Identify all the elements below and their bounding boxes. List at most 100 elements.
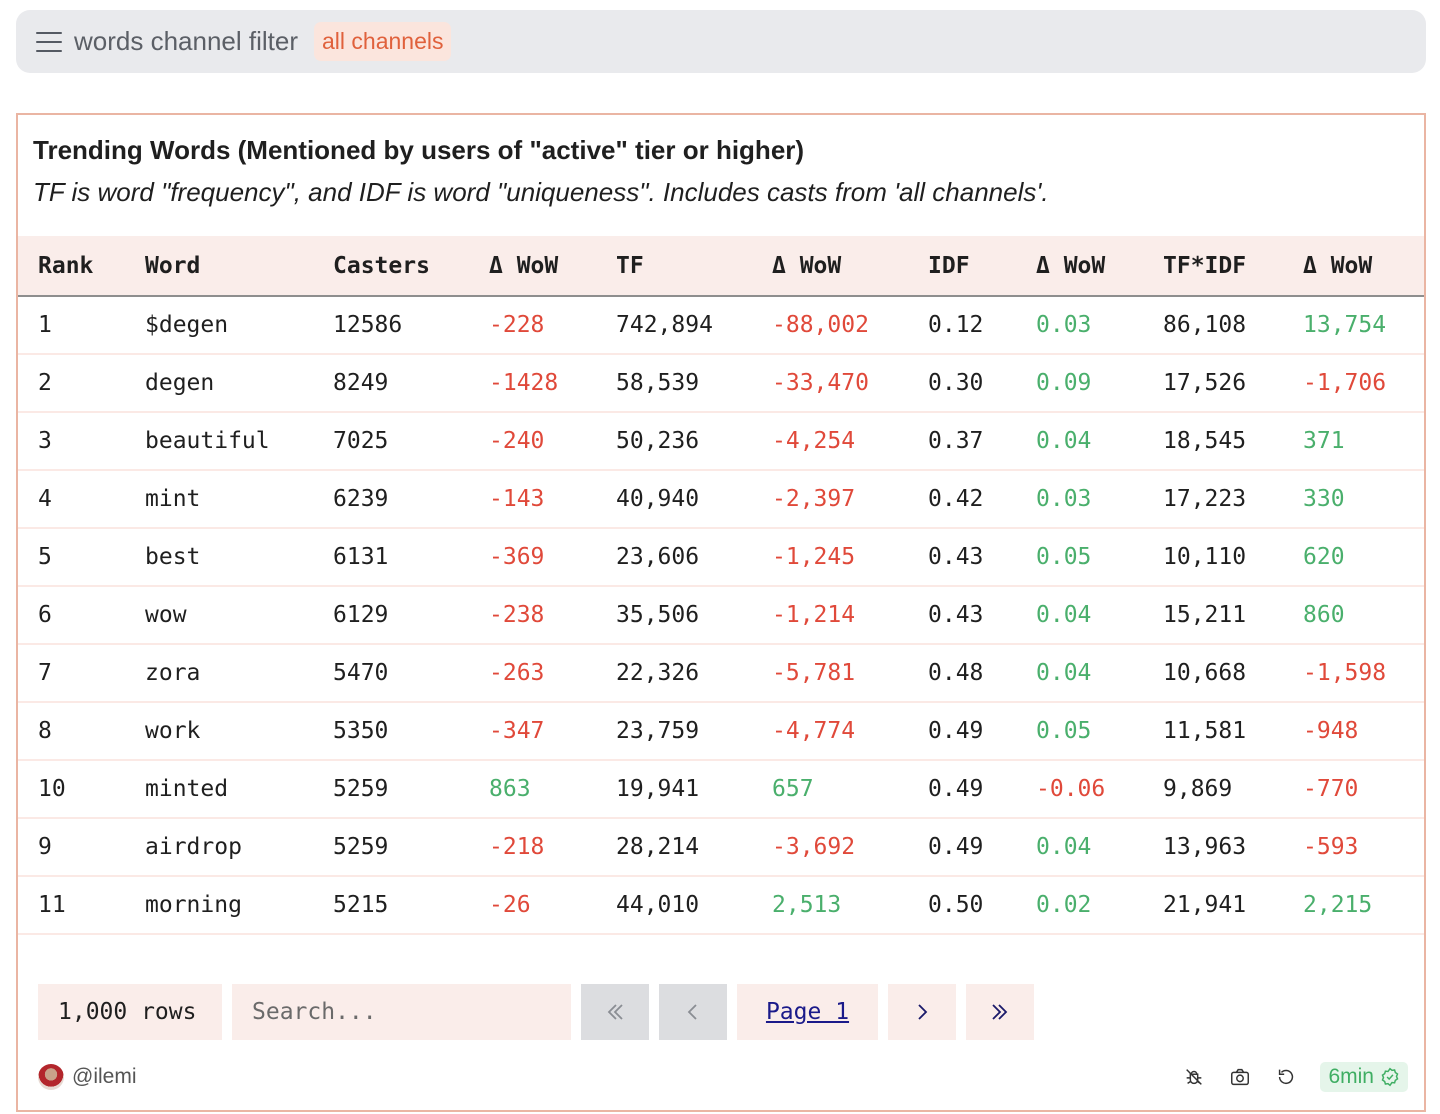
table-cell: 2,215 bbox=[1283, 876, 1424, 935]
table-cell: -2,397 bbox=[752, 470, 908, 529]
table-cell: 3 bbox=[18, 412, 125, 471]
table-row: 4 mint 6239 -143 40,940 -2,397 0.42 0.03 17,223 3… bbox=[18, 470, 1424, 529]
table-cell: 6 bbox=[18, 586, 125, 645]
table-row: 7 zora 5470 -263 22,326 -5,781 0.48 0.04 10,668-… bbox=[18, 644, 1424, 703]
column-header[interactable]: Δ WoW bbox=[469, 236, 596, 297]
table-cell: 863 bbox=[469, 760, 596, 819]
table-cell: 0.04 bbox=[1016, 412, 1143, 471]
table-cell: 5259 bbox=[313, 760, 469, 819]
author-handle[interactable]: @ilemi bbox=[72, 1065, 137, 1088]
hamburger-menu-icon[interactable] bbox=[36, 31, 62, 52]
table-cell: -1,598 bbox=[1283, 644, 1424, 703]
table-cell: 7 bbox=[18, 644, 125, 703]
table-cell: -369 bbox=[469, 528, 596, 587]
bug-report-icon[interactable] bbox=[1182, 1065, 1206, 1089]
table-cell: 0.49 bbox=[908, 760, 1016, 819]
column-header[interactable]: TF*IDF bbox=[1143, 236, 1283, 297]
table-cell: 0.04 bbox=[1016, 586, 1143, 645]
table-row: 6 wow 6129 -238 35,506 -1,214 0.43 0.04 15,211 86… bbox=[18, 586, 1424, 645]
table-cell: 657 bbox=[752, 760, 908, 819]
table-row: 5 best 6131 -369 23,606 -1,245 0.43 0.05 10,110 6… bbox=[18, 528, 1424, 587]
table-cell: -240 bbox=[469, 412, 596, 471]
verified-check-icon bbox=[1381, 1067, 1399, 1087]
table-cell: 371 bbox=[1283, 412, 1424, 471]
table-cell: 0.03 bbox=[1016, 296, 1143, 355]
column-header[interactable]: TF bbox=[596, 236, 752, 297]
table-cell: 0.05 bbox=[1016, 702, 1143, 761]
card-subtitle: TF is word "frequency", and IDF is word … bbox=[33, 177, 1049, 207]
table-cell: 19,941 bbox=[596, 760, 752, 819]
current-page-link[interactable]: Page 1 bbox=[737, 984, 878, 1040]
table-cell: 17,526 bbox=[1143, 354, 1283, 413]
table-cell: -1,214 bbox=[752, 586, 908, 645]
table-cell: 0.04 bbox=[1016, 644, 1143, 703]
table-cell: 1 bbox=[18, 296, 125, 355]
table-cell: 2 bbox=[18, 354, 125, 413]
refresh-icon[interactable] bbox=[1274, 1065, 1298, 1089]
table-cell: 5215 bbox=[313, 876, 469, 935]
filter-value-chip[interactable]: all channels bbox=[314, 22, 452, 61]
table-cell: airdrop bbox=[125, 818, 313, 877]
table-cell: -5,781 bbox=[752, 644, 908, 703]
table-cell: best bbox=[125, 528, 313, 587]
double-chevron-right-icon bbox=[992, 1004, 1008, 1020]
table-cell: 620 bbox=[1283, 528, 1424, 587]
table-cell: 0.30 bbox=[908, 354, 1016, 413]
column-header[interactable]: Δ WoW bbox=[1283, 236, 1424, 297]
column-header[interactable]: Word bbox=[125, 236, 313, 297]
table-cell: 10,110 bbox=[1143, 528, 1283, 587]
table-cell: 5259 bbox=[313, 818, 469, 877]
previous-page-button[interactable] bbox=[659, 984, 727, 1040]
table-cell: -948 bbox=[1283, 702, 1424, 761]
table-cell: -3,692 bbox=[752, 818, 908, 877]
table-cell: -1,245 bbox=[752, 528, 908, 587]
card-title: Trending Words (Mentioned by users of "a… bbox=[33, 135, 805, 165]
column-header[interactable]: Δ WoW bbox=[1016, 236, 1143, 297]
table-cell: morning bbox=[125, 876, 313, 935]
table-cell: 0.49 bbox=[908, 702, 1016, 761]
chevron-right-icon bbox=[918, 1004, 928, 1020]
column-header[interactable]: IDF bbox=[908, 236, 1016, 297]
table-cell: -770 bbox=[1283, 760, 1424, 819]
table-cell: 35,506 bbox=[596, 586, 752, 645]
table-cell: 7025 bbox=[313, 412, 469, 471]
table-cell: 8 bbox=[18, 702, 125, 761]
next-page-button[interactable] bbox=[888, 984, 956, 1040]
table-row: 2 degen 8249 -1428 58,539 -33,470 0.30 0.09 17,5… bbox=[18, 354, 1424, 413]
table-controls: 1,000 rows Page 1 bbox=[38, 984, 1044, 1040]
table-row: 1 $degen 12586 -228 742,894 -88,002 0.12 0.03 86… bbox=[18, 296, 1424, 355]
table-cell: zora bbox=[125, 644, 313, 703]
channel-filter-bar: words channel filter all channels bbox=[16, 10, 1426, 73]
trending-words-card: Trending Words (Mentioned by users of "a… bbox=[16, 113, 1426, 1112]
table-cell: -33,470 bbox=[752, 354, 908, 413]
last-page-button[interactable] bbox=[966, 984, 1034, 1040]
footer-actions: 6min bbox=[1182, 1062, 1408, 1092]
row-count: 1,000 rows bbox=[38, 984, 222, 1040]
table-cell: 40,940 bbox=[596, 470, 752, 529]
table-cell: 10 bbox=[18, 760, 125, 819]
table-cell: beautiful bbox=[125, 412, 313, 471]
table-cell: 860 bbox=[1283, 586, 1424, 645]
column-header[interactable]: Rank bbox=[18, 236, 125, 297]
search-input[interactable] bbox=[232, 984, 571, 1040]
table-cell: -263 bbox=[469, 644, 596, 703]
table-cell: -238 bbox=[469, 586, 596, 645]
column-header[interactable]: Casters bbox=[313, 236, 469, 297]
first-page-button[interactable] bbox=[581, 984, 649, 1040]
chevron-left-icon bbox=[687, 1004, 697, 1020]
table-cell: 50,236 bbox=[596, 412, 752, 471]
data-age-badge: 6min bbox=[1320, 1062, 1408, 1092]
table-cell: 58,539 bbox=[596, 354, 752, 413]
table-cell: 11 bbox=[18, 876, 125, 935]
table-cell: 742,894 bbox=[596, 296, 752, 355]
table-cell: 9 bbox=[18, 818, 125, 877]
table-cell: 4 bbox=[18, 470, 125, 529]
table-cell: 13,754 bbox=[1283, 296, 1424, 355]
author-avatar[interactable] bbox=[38, 1064, 64, 1090]
table-scroll-area[interactable]: Rank Word Casters Δ WoW TF Δ WoW IDF Δ WoW TF*ID… bbox=[18, 236, 1424, 954]
table-cell: -1428 bbox=[469, 354, 596, 413]
column-header[interactable]: Δ WoW bbox=[752, 236, 908, 297]
table-cell: $degen bbox=[125, 296, 313, 355]
table-cell: 9,869 bbox=[1143, 760, 1283, 819]
camera-icon[interactable] bbox=[1228, 1065, 1252, 1089]
